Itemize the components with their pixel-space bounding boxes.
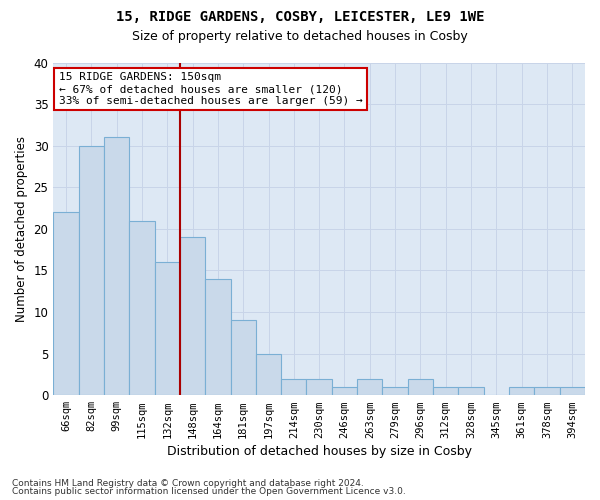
Text: 15, RIDGE GARDENS, COSBY, LEICESTER, LE9 1WE: 15, RIDGE GARDENS, COSBY, LEICESTER, LE9… [116,10,484,24]
Bar [433,387,458,395]
Bar [155,262,180,395]
Bar [129,220,155,395]
Bar [180,237,205,395]
Bar [79,146,104,395]
Bar [357,378,382,395]
Bar [382,387,408,395]
Bar [104,138,129,395]
Bar [560,387,585,395]
Y-axis label: Number of detached properties: Number of detached properties [15,136,28,322]
Bar [281,378,307,395]
X-axis label: Distribution of detached houses by size in Cosby: Distribution of detached houses by size … [167,444,472,458]
Bar [332,387,357,395]
Bar [205,279,230,395]
Bar [408,378,433,395]
Text: Contains HM Land Registry data © Crown copyright and database right 2024.: Contains HM Land Registry data © Crown c… [12,478,364,488]
Bar [458,387,484,395]
Bar [307,378,332,395]
Bar [509,387,535,395]
Bar [256,354,281,395]
Bar [230,320,256,395]
Text: 15 RIDGE GARDENS: 150sqm
← 67% of detached houses are smaller (120)
33% of semi-: 15 RIDGE GARDENS: 150sqm ← 67% of detach… [59,72,362,106]
Text: Size of property relative to detached houses in Cosby: Size of property relative to detached ho… [132,30,468,43]
Bar [53,212,79,395]
Bar [535,387,560,395]
Text: Contains public sector information licensed under the Open Government Licence v3: Contains public sector information licen… [12,487,406,496]
